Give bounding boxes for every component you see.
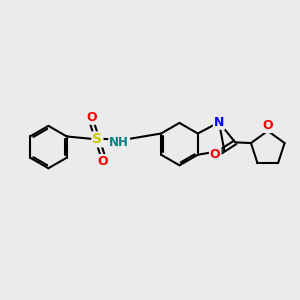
Text: O: O	[262, 119, 273, 132]
Text: O: O	[98, 155, 108, 168]
Text: O: O	[87, 111, 98, 124]
Text: S: S	[92, 132, 102, 146]
Text: O: O	[210, 148, 220, 161]
Text: N: N	[214, 116, 224, 129]
Text: NH: NH	[109, 136, 129, 149]
